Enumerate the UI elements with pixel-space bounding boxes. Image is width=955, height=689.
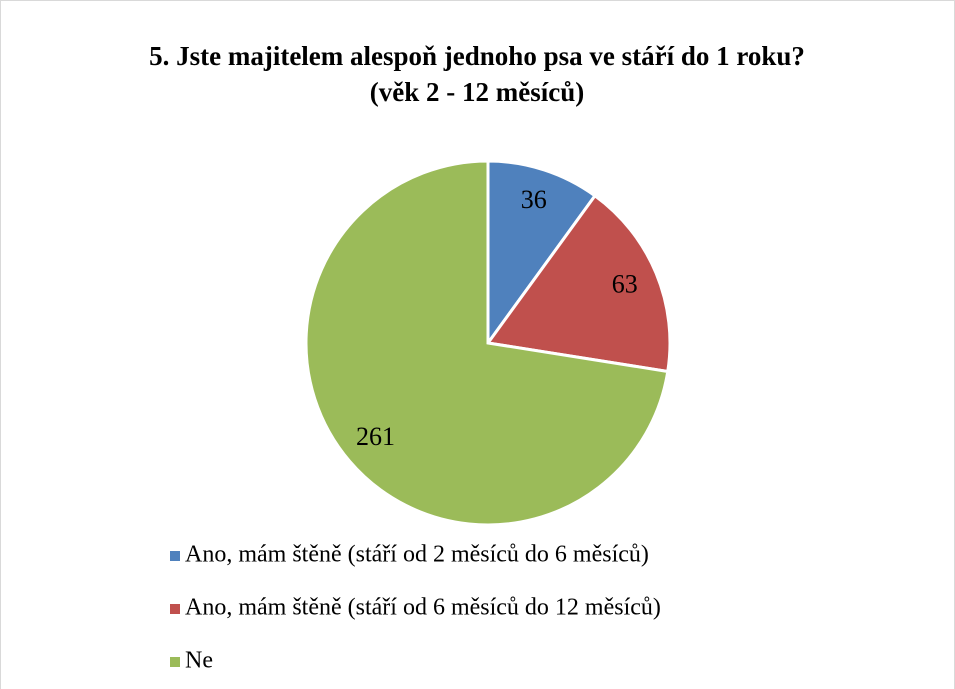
legend-label: Ano, mám štěně (stáří od 2 měsíců do 6 m… [185,542,649,568]
legend-label: Ano, mám štěně (stáří od 6 měsíců do 12 … [185,595,661,621]
data-label: 36 [521,185,547,214]
data-label: 261 [356,422,395,451]
chart-title: 5. Jste majitelem alespoň jednoho psa ve… [149,41,805,107]
pie-slice [485,193,672,374]
data-label: 63 [612,269,638,298]
pie-slice [486,159,598,348]
legend-label: Ne [185,648,213,674]
pie-slice [304,159,670,527]
legend-swatch [170,657,180,667]
legend-swatch [170,551,180,561]
legend-swatch [170,604,180,614]
